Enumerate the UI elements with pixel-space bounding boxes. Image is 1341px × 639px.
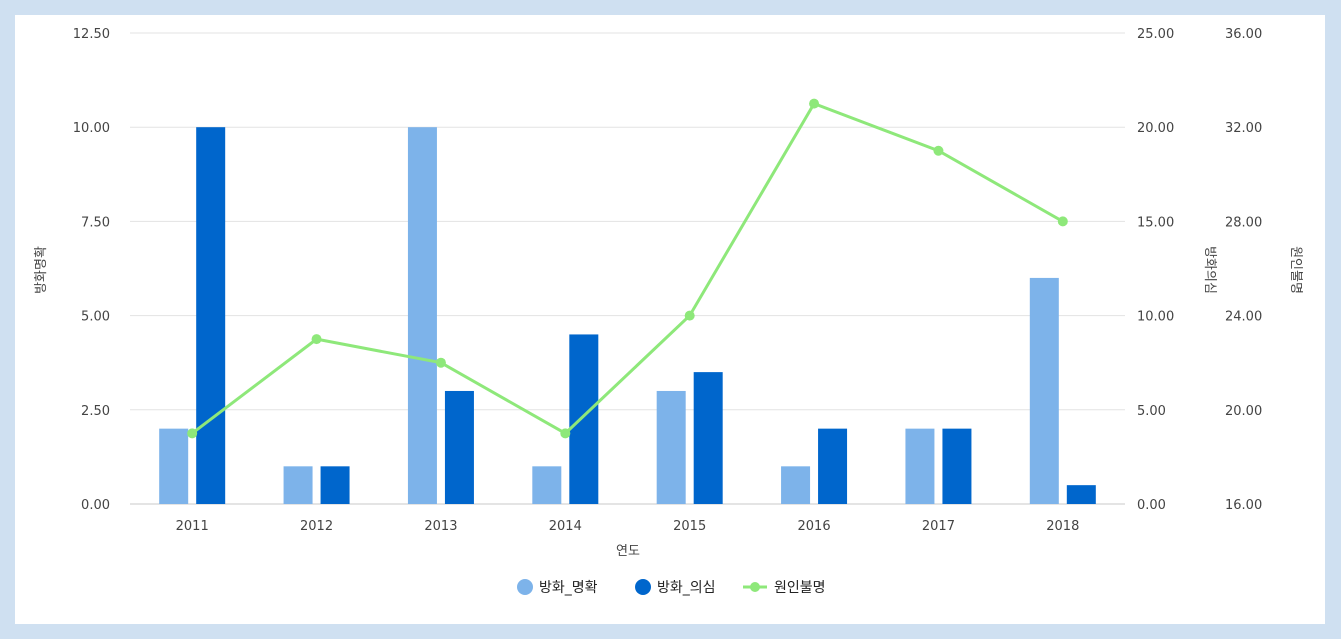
right-axis-2-tick-label: 28.00 (1225, 215, 1262, 230)
right-axis-1-tick-label: 5.00 (1137, 404, 1166, 419)
right-axis-1-tick-label: 20.00 (1137, 121, 1174, 136)
bar-방화_의심-2015 (693, 372, 723, 504)
legend-label-원인불명: 원인불명 (774, 580, 826, 596)
chart-panel: 0.00 2.50 5.00 7.50 10.00 12.50 0.00 5.00 10.00… (15, 15, 1325, 624)
right-axis-2-ticks: 16.00 20.00 24.00 28.00 32.00 36.00 (1225, 27, 1262, 513)
left-axis-tick-label: 10.00 (73, 121, 110, 136)
left-axis-tick-label: 12.50 (73, 27, 110, 42)
point-원인불명-2011 (187, 428, 198, 439)
x-axis-tick-label: 2018 (1046, 519, 1079, 534)
right-axis-1-ticks: 0.00 5.00 10.00 15.00 20.00 25.00 (1137, 27, 1174, 513)
combo-chart: 0.00 2.50 5.00 7.50 10.00 12.50 0.00 5.00 10.00… (34, 27, 1303, 596)
point-원인불명-2014 (560, 428, 571, 439)
bar-방화_의심-2018 (1066, 485, 1096, 504)
left-axis-tick-label: 7.50 (81, 215, 110, 230)
x-axis-tick-label: 2011 (176, 519, 209, 534)
right-axis-1-tick-label: 25.00 (1137, 27, 1174, 42)
x-axis-tick-label: 2017 (922, 519, 955, 534)
left-axis-tick-label: 0.00 (81, 498, 110, 513)
left-axis-title: 방화명확 (34, 246, 49, 294)
x-axis-ticks: 2011 2012 2013 2014 2015 2016 2017 2018 (176, 519, 1080, 534)
bar-방화_명확-2018 (1029, 277, 1059, 504)
line-series (187, 98, 1068, 439)
legend: 방화_명확 방화_의심 원인불명 (517, 579, 826, 596)
right-axis-2-title: 원인불명 (1288, 246, 1303, 294)
left-axis-tick-label: 2.50 (81, 404, 110, 419)
gridlines (130, 32, 1125, 505)
right-axis-1-tick-label: 15.00 (1137, 215, 1174, 230)
bar-방화_명확-2016 (781, 466, 811, 504)
bar-방화_의심-2017 (942, 428, 972, 504)
right-axis-1-tick-label: 0.00 (1137, 498, 1166, 513)
right-axis-2-tick-label: 36.00 (1225, 27, 1262, 42)
bars (159, 127, 1096, 504)
bar-방화_명확-2014 (532, 466, 562, 504)
right-axis-2-tick-label: 16.00 (1225, 498, 1262, 513)
point-원인불명-2012 (311, 334, 322, 345)
right-axis-2-tick-label: 20.00 (1225, 404, 1262, 419)
bar-방화_의심-2016 (818, 428, 848, 504)
x-axis-tick-label: 2015 (673, 519, 706, 534)
legend-marker-원인불명 (750, 582, 760, 592)
bar-방화_명확-2015 (656, 390, 686, 504)
x-axis-tick-label: 2014 (549, 519, 582, 534)
left-axis-ticks: 0.00 2.50 5.00 7.50 10.00 12.50 (73, 27, 110, 513)
legend-label-방화_의심: 방화_의심 (657, 580, 716, 596)
x-axis-tick-label: 2012 (300, 519, 333, 534)
bar-방화_명확-2012 (283, 466, 313, 504)
bar-방화_의심-2012 (320, 466, 350, 504)
right-axis-1-tick-label: 10.00 (1137, 310, 1174, 325)
point-원인불명-2017 (933, 145, 944, 156)
legend-label-방화_명확: 방화_명확 (539, 580, 598, 596)
bar-방화_의심-2011 (196, 127, 226, 504)
bar-방화_의심-2014 (569, 334, 599, 504)
x-axis-tick-label: 2016 (798, 519, 831, 534)
bar-방화_명확-2017 (905, 428, 935, 504)
right-axis-2-tick-label: 32.00 (1225, 121, 1262, 136)
x-axis-tick-label: 2013 (424, 519, 457, 534)
legend-swatch-방화_명확 (517, 579, 533, 595)
point-원인불명-2013 (435, 357, 446, 368)
bar-방화_명확-2013 (407, 127, 437, 504)
right-axis-1-title: 방화의심 (1202, 246, 1217, 294)
bar-방화_명확-2011 (159, 428, 189, 504)
legend-swatch-방화_의심 (635, 579, 651, 595)
point-원인불명-2016 (809, 98, 820, 109)
line-원인불명 (191, 101, 1064, 436)
bar-방화_의심-2013 (444, 390, 474, 504)
right-axis-2-tick-label: 24.00 (1225, 310, 1262, 325)
point-원인불명-2018 (1057, 216, 1068, 227)
left-axis-tick-label: 5.00 (81, 310, 110, 325)
point-원인불명-2015 (684, 310, 695, 321)
x-axis-title: 연도 (616, 544, 640, 559)
